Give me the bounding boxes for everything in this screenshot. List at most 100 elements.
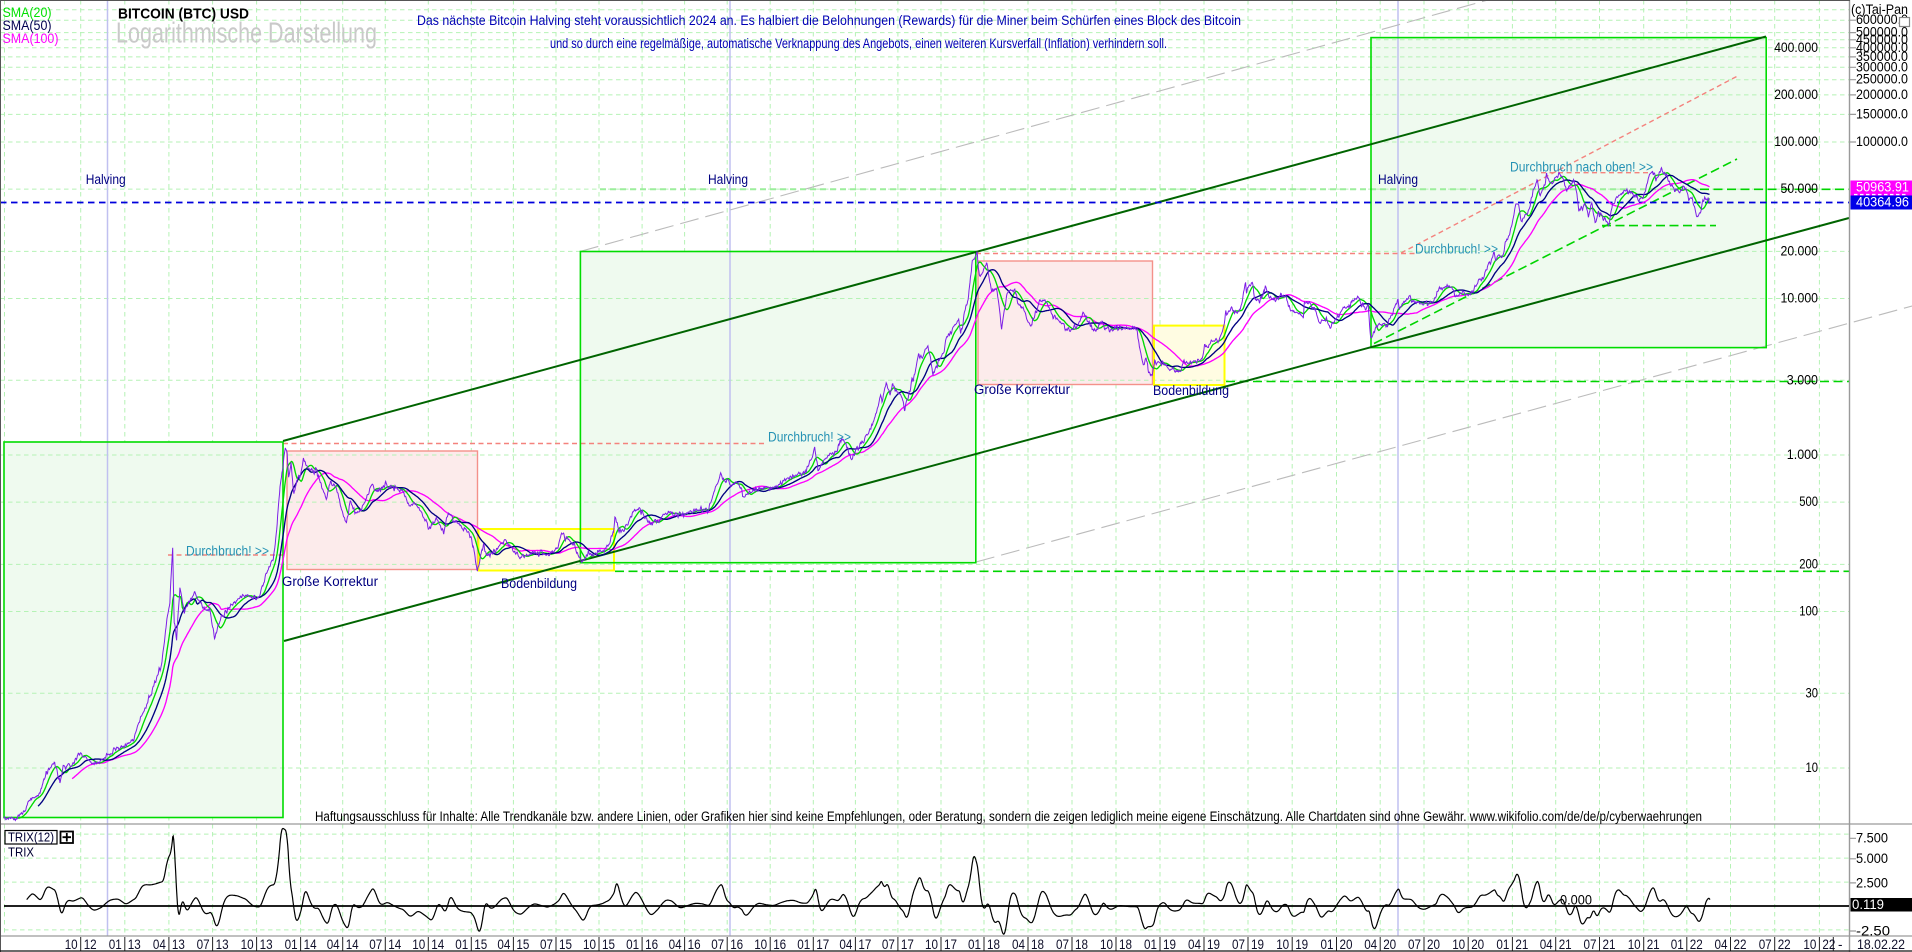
svg-text:17: 17: [944, 937, 957, 952]
svg-text:Große Korrektur: Große Korrektur: [282, 574, 378, 589]
svg-text:10: 10: [1100, 937, 1113, 952]
svg-text:Halving: Halving: [86, 172, 126, 187]
svg-text:Durchbruch! >>: Durchbruch! >>: [768, 430, 851, 445]
svg-text:und so durch eine regelmäßige,: und so durch eine regelmäßige, automatis…: [550, 36, 1167, 51]
svg-text:-2.50: -2.50: [1856, 922, 1890, 938]
svg-text:01: 01: [797, 937, 810, 952]
svg-text:01: 01: [455, 937, 468, 952]
svg-text:07: 07: [1056, 937, 1069, 952]
svg-text:07: 07: [540, 937, 553, 952]
svg-text:01: 01: [968, 937, 981, 952]
svg-text:19: 19: [1251, 937, 1264, 952]
svg-text:19: 19: [1163, 937, 1176, 952]
svg-text:(c)Tai-Pan: (c)Tai-Pan: [1851, 2, 1908, 17]
svg-text:100: 100: [1799, 603, 1818, 619]
svg-text:10: 10: [754, 937, 767, 952]
svg-text:10: 10: [412, 937, 425, 952]
svg-text:Logarithmische Darstellung: Logarithmische Darstellung: [116, 18, 377, 50]
svg-text:350000.0: 350000.0: [1856, 48, 1908, 64]
svg-text:04: 04: [497, 937, 510, 952]
svg-text:SMA(100): SMA(100): [3, 31, 59, 46]
svg-text:7.500: 7.500: [1856, 830, 1888, 846]
svg-text:400000.0: 400000.0: [1856, 39, 1908, 55]
svg-text:01: 01: [285, 937, 298, 952]
svg-text:20: 20: [1427, 937, 1440, 952]
svg-text:10.000: 10.000: [1781, 290, 1819, 306]
svg-text:07: 07: [1232, 937, 1245, 952]
svg-text:Bodenbildung: Bodenbildung: [1153, 383, 1229, 398]
svg-text:20.000: 20.000: [1781, 242, 1819, 258]
svg-text:17: 17: [816, 937, 829, 952]
svg-text:18: 18: [1031, 937, 1044, 952]
svg-text:18: 18: [1075, 937, 1088, 952]
svg-text:14: 14: [346, 937, 359, 952]
svg-text:15: 15: [602, 937, 615, 952]
svg-text:04: 04: [1012, 937, 1025, 952]
svg-text:200000.0: 200000.0: [1856, 86, 1908, 102]
svg-text:20: 20: [1340, 937, 1353, 952]
svg-text:01: 01: [1144, 937, 1157, 952]
svg-text:500: 500: [1799, 493, 1818, 509]
svg-text:01: 01: [1321, 937, 1334, 952]
svg-text:01: 01: [1496, 937, 1509, 952]
svg-text:250000.0: 250000.0: [1856, 71, 1908, 87]
svg-text:14: 14: [304, 937, 317, 952]
svg-text:13: 13: [172, 937, 185, 952]
svg-text:19: 19: [1295, 937, 1308, 952]
svg-text:BITCOIN (BTC) USD: BITCOIN (BTC) USD: [118, 6, 249, 23]
svg-text:16: 16: [773, 937, 786, 952]
svg-text:01: 01: [626, 937, 639, 952]
svg-text:17: 17: [858, 937, 871, 952]
svg-text:13: 13: [216, 937, 229, 952]
svg-text:Durchbruch! >>: Durchbruch! >>: [186, 544, 269, 559]
svg-text:200: 200: [1799, 555, 1818, 571]
svg-text:01: 01: [1671, 937, 1684, 952]
svg-text:200.000: 200.000: [1774, 86, 1818, 102]
svg-text:21: 21: [1647, 937, 1660, 952]
svg-text:2.500: 2.500: [1856, 874, 1888, 890]
svg-text:Haftungsausschluss für Inhalte: Haftungsausschluss für Inhalte: Alle Tre…: [315, 809, 1702, 824]
svg-text:21: 21: [1603, 937, 1616, 952]
svg-text:Bodenbildung: Bodenbildung: [501, 576, 577, 591]
svg-text:0.000: 0.000: [1560, 893, 1592, 908]
svg-text:20: 20: [1471, 937, 1484, 952]
svg-text:15: 15: [559, 937, 572, 952]
svg-text:40364.96: 40364.96: [1856, 194, 1909, 210]
svg-text:17: 17: [901, 937, 914, 952]
svg-text:450000.0: 450000.0: [1856, 31, 1908, 47]
svg-text:14: 14: [431, 937, 444, 952]
svg-text:15: 15: [474, 937, 487, 952]
svg-text:400.000: 400.000: [1774, 39, 1818, 55]
svg-text:-: -: [1838, 937, 1843, 952]
svg-text:01: 01: [109, 937, 122, 952]
svg-text:5.000: 5.000: [1856, 850, 1888, 866]
svg-text:18: 18: [1119, 937, 1132, 952]
svg-text:07: 07: [369, 937, 382, 952]
svg-text:0.119: 0.119: [1852, 896, 1884, 912]
svg-text:10: 10: [583, 937, 596, 952]
svg-text:16: 16: [730, 937, 743, 952]
svg-text:30: 30: [1806, 684, 1819, 700]
svg-text:07: 07: [1408, 937, 1421, 952]
svg-text:07: 07: [1759, 937, 1772, 952]
svg-text:Das nächste Bitcoin Halving st: Das nächste Bitcoin Halving steht voraus…: [417, 13, 1241, 28]
svg-text:10: 10: [1803, 937, 1816, 952]
svg-text:04: 04: [839, 937, 852, 952]
svg-text:04: 04: [1188, 937, 1201, 952]
svg-text:13: 13: [128, 937, 141, 952]
svg-text:07: 07: [711, 937, 724, 952]
svg-text:15: 15: [516, 937, 529, 952]
svg-text:SMA(20): SMA(20): [3, 5, 52, 20]
svg-text:18.02.22: 18.02.22: [1857, 937, 1905, 952]
svg-text:10: 10: [1628, 937, 1641, 952]
svg-text:22: 22: [1734, 937, 1747, 952]
svg-text:Durchbruch nach oben! >>: Durchbruch nach oben! >>: [1510, 160, 1653, 175]
svg-text:04: 04: [1715, 937, 1728, 952]
svg-text:600000.0: 600000.0: [1856, 11, 1908, 27]
svg-text:18: 18: [987, 937, 1000, 952]
svg-text:150000.0: 150000.0: [1856, 105, 1908, 121]
svg-text:22: 22: [1690, 937, 1703, 952]
svg-text:1.000: 1.000: [1787, 446, 1818, 462]
svg-text:500000.0: 500000.0: [1856, 24, 1908, 40]
svg-text:50.000: 50.000: [1781, 180, 1819, 196]
